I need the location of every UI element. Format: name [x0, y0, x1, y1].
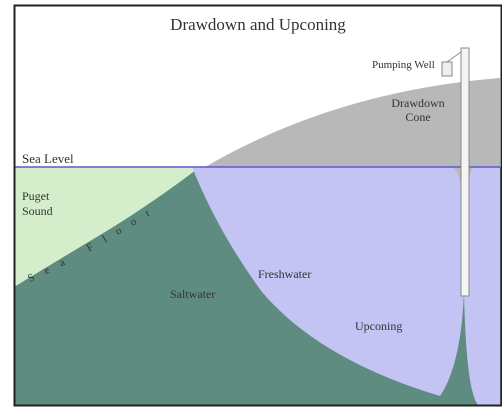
label: Drawdown — [391, 96, 444, 110]
label: Saltwater — [170, 287, 215, 301]
puget-sound-zone — [14, 167, 200, 287]
label: Pumping Well — [372, 59, 435, 71]
label: Sound — [22, 204, 53, 218]
label: Freshwater — [258, 267, 311, 281]
freshwater-zone — [192, 167, 500, 405]
label: Upconing — [355, 319, 402, 333]
well-casing — [460, 47, 470, 297]
drawdown-cone-zone — [205, 78, 500, 215]
label: Sea Level — [22, 151, 74, 166]
label: Puget — [22, 189, 50, 203]
pump-icon — [441, 61, 453, 77]
label: Cone — [405, 110, 430, 124]
pump-pipe — [446, 51, 462, 63]
title: Drawdown and Upconing — [170, 15, 346, 34]
